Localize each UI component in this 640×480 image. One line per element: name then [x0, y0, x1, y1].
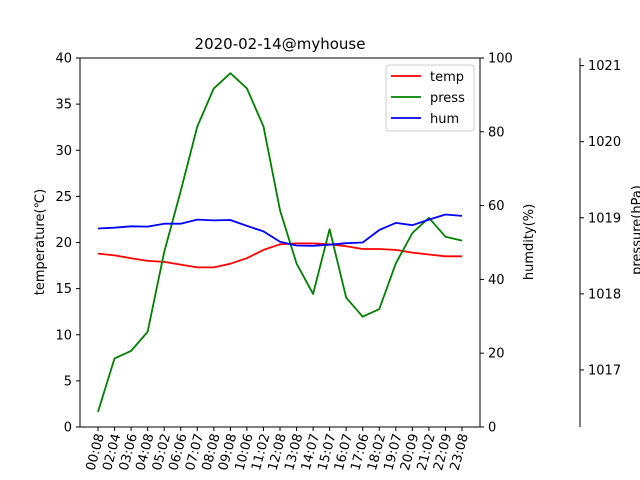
plot-series-group — [97, 72, 463, 413]
temperature-tick-label: 0 — [64, 421, 72, 436]
legend-hum-label: hum — [430, 112, 459, 127]
legend-press-label: press — [430, 91, 465, 106]
humidity-tick-label: 100 — [488, 52, 513, 67]
pressure-axis-label: pressure(hPa) — [630, 185, 640, 275]
temperature-tick-label: 30 — [55, 144, 72, 159]
temperature-tick-label: 5 — [64, 374, 72, 389]
humidity-tick-label: 60 — [488, 199, 505, 214]
humidity-tick-label: 0 — [488, 421, 496, 436]
pressure-axis: 1017 1018 1019 1020 1021 — [579, 58, 621, 427]
chart-title: 2020-02-14@myhouse — [195, 35, 366, 53]
humidity-tick-label: 80 — [488, 125, 505, 140]
pressure-tick-label: 1017 — [588, 363, 621, 378]
temperature-tick-label: 40 — [55, 52, 72, 67]
humidity-tick-label: 40 — [488, 273, 505, 288]
series-line-temp — [97, 242, 462, 269]
temperature-axis-label: temperature(℃) — [33, 189, 48, 295]
series-line-hum — [97, 213, 463, 247]
temperature-tick-label: 15 — [55, 282, 72, 297]
legend-frame — [385, 64, 475, 132]
temperature-tick-label: 10 — [55, 328, 72, 343]
pressure-tick-label: 1018 — [588, 287, 621, 302]
time-axis: 00:0802:0403:0604:0805:0206:0607:0708:08… — [84, 427, 472, 472]
temperature-tick-label: 20 — [55, 236, 72, 251]
temperature-tick-label: 35 — [55, 98, 72, 113]
legend: temp press hum — [385, 64, 475, 132]
humidity-axis-label: humdity(%) — [522, 204, 537, 280]
pressure-tick-label: 1019 — [588, 211, 621, 226]
legend-temp-label: temp — [430, 70, 464, 85]
temperature-axis: 0 5 10 15 20 25 30 35 40 — [55, 52, 80, 436]
humidity-tick-label: 20 — [488, 347, 505, 362]
humidity-axis: 0 20 40 60 80 100 — [480, 52, 513, 436]
pressure-tick-label: 1020 — [588, 135, 621, 150]
pressure-tick-label: 1021 — [588, 59, 621, 74]
temperature-tick-label: 25 — [55, 190, 72, 205]
series-line-press — [97, 72, 463, 413]
